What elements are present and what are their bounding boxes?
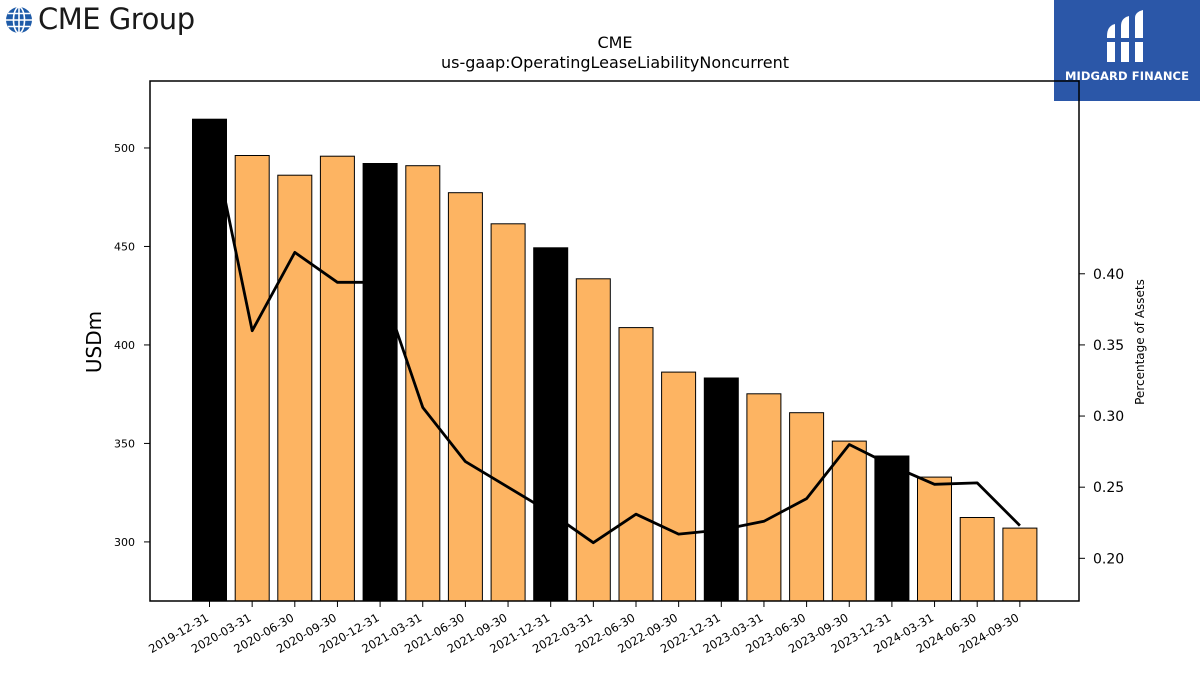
bar-2022-12-31 bbox=[703, 377, 739, 602]
y2-axis-label: Percentage of Assets bbox=[1133, 279, 1147, 405]
bar-2021-06-30 bbox=[447, 192, 483, 602]
y-tick-label: 450 bbox=[114, 240, 135, 253]
bar-2022-03-31 bbox=[575, 278, 611, 602]
bar-2022-09-30 bbox=[661, 371, 697, 602]
y2-tick-label: 0.40 bbox=[1093, 267, 1124, 283]
y-tick-label: 350 bbox=[114, 437, 135, 450]
plot-frame bbox=[149, 80, 1080, 602]
bar-2022-06-30 bbox=[618, 327, 654, 602]
y2-tick-label: 0.20 bbox=[1093, 551, 1124, 567]
y-tick-label: 300 bbox=[114, 536, 135, 549]
bar-2021-09-30 bbox=[490, 223, 526, 602]
midgard-mark-icon bbox=[1103, 10, 1147, 62]
chart-title: CME bbox=[597, 33, 632, 52]
bar-2023-03-31 bbox=[746, 393, 782, 602]
bar-2024-03-31 bbox=[917, 476, 952, 602]
bar-2024-09-30 bbox=[1002, 527, 1038, 602]
midgard-finance-wordmark: MIDGARD FINANCE bbox=[1064, 69, 1190, 83]
y2-tick-label: 0.30 bbox=[1093, 409, 1124, 425]
cme-group-logo: CME Group bbox=[4, 2, 214, 38]
pct-of-assets-line bbox=[208, 124, 1021, 545]
bar-2020-03-31 bbox=[234, 155, 270, 602]
bar-2024-06-30 bbox=[959, 517, 995, 602]
bar-2023-09-30 bbox=[831, 440, 867, 602]
bar-2019-12-31 bbox=[192, 118, 227, 602]
bar-2020-06-30 bbox=[277, 174, 313, 602]
bar-2020-12-31 bbox=[362, 163, 398, 602]
y-tick-label: 500 bbox=[114, 142, 135, 155]
y-axis-label: USDm bbox=[82, 311, 106, 373]
bar-2021-12-31 bbox=[533, 247, 569, 602]
bar-2023-12-31 bbox=[874, 455, 910, 602]
bar-2023-06-30 bbox=[789, 412, 825, 602]
y2-tick-label: 0.25 bbox=[1093, 480, 1124, 496]
cme-group-wordmark: CME Group bbox=[38, 2, 195, 36]
bar-2020-09-30 bbox=[319, 155, 355, 602]
y2-tick-label: 0.35 bbox=[1093, 338, 1124, 354]
globe-icon bbox=[6, 6, 32, 34]
y-tick-label: 400 bbox=[114, 339, 135, 352]
bar-2021-03-31 bbox=[405, 165, 441, 602]
midgard-finance-logo: MIDGARD FINANCE bbox=[1054, 0, 1200, 101]
chart-subtitle: us-gaap:OperatingLeaseLiabilityNoncurren… bbox=[441, 53, 789, 72]
